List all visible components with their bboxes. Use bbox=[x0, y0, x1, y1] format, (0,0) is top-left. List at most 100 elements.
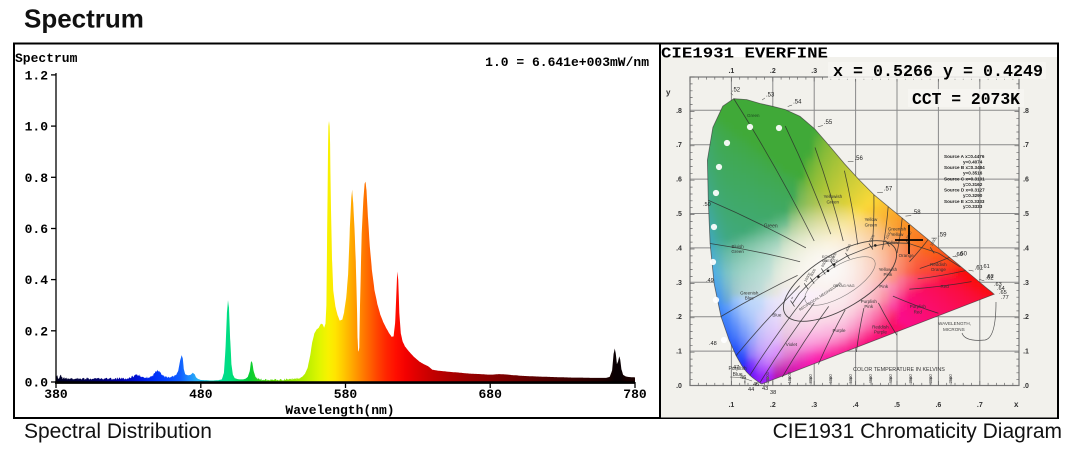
svg-text:.62: .62 bbox=[985, 275, 994, 281]
svg-text:Source A x=0.4476: Source A x=0.4476 bbox=[944, 154, 985, 159]
svg-text:.8: .8 bbox=[1023, 108, 1029, 115]
svg-text:Purplish: Purplish bbox=[861, 299, 878, 304]
svg-text:Green: Green bbox=[865, 222, 878, 227]
svg-text:.3: .3 bbox=[811, 68, 817, 75]
svg-text:44: 44 bbox=[748, 387, 754, 393]
svg-text:2500: 2500 bbox=[948, 374, 953, 384]
svg-text:Reddish: Reddish bbox=[930, 262, 947, 267]
svg-text:Spectrum: Spectrum bbox=[24, 4, 144, 34]
svg-text:.7: .7 bbox=[1023, 142, 1029, 149]
svg-text:1.0: 1.0 bbox=[25, 120, 49, 135]
svg-text:Green: Green bbox=[827, 199, 840, 204]
svg-text:CIE1931 EVERFINE: CIE1931 EVERFINE bbox=[661, 46, 828, 63]
svg-text:Orange: Orange bbox=[899, 253, 915, 258]
svg-text:0.8: 0.8 bbox=[25, 171, 49, 186]
svg-text:.5: .5 bbox=[676, 211, 682, 218]
svg-text:.1: .1 bbox=[728, 402, 734, 409]
svg-text:.50: .50 bbox=[703, 202, 711, 208]
svg-text:Spectral Distribution: Spectral Distribution bbox=[24, 420, 212, 443]
svg-text:Bluish: Bluish bbox=[731, 244, 744, 249]
svg-text:.3: .3 bbox=[676, 280, 682, 287]
svg-text:MICRONS: MICRONS bbox=[943, 327, 965, 332]
svg-text:780: 780 bbox=[623, 387, 647, 402]
svg-text:y=0.4074: y=0.4074 bbox=[963, 159, 983, 164]
svg-text:.55: .55 bbox=[824, 120, 833, 126]
svg-text:6000: 6000 bbox=[821, 259, 828, 268]
svg-text:.6: .6 bbox=[1023, 177, 1029, 184]
svg-text:0.6: 0.6 bbox=[25, 222, 49, 237]
svg-text:.60: .60 bbox=[955, 252, 963, 258]
svg-text:8000: 8000 bbox=[808, 374, 813, 384]
svg-text:580: 580 bbox=[334, 387, 358, 402]
svg-text:.54: .54 bbox=[793, 100, 802, 106]
svg-text:Pink: Pink bbox=[864, 304, 874, 309]
svg-text:Red: Red bbox=[914, 309, 923, 314]
svg-text:Blue: Blue bbox=[745, 296, 755, 301]
svg-text:Greenish: Greenish bbox=[740, 290, 759, 295]
svg-text:Yellow: Yellow bbox=[886, 240, 900, 245]
svg-text:.58: .58 bbox=[912, 210, 921, 216]
svg-text:Purplish: Purplish bbox=[729, 366, 747, 372]
svg-text:4500: 4500 bbox=[868, 374, 873, 384]
svg-text:.61: .61 bbox=[975, 266, 984, 272]
svg-text:1.2: 1.2 bbox=[25, 68, 49, 83]
svg-text:.49: .49 bbox=[706, 278, 714, 284]
svg-text:680: 680 bbox=[478, 387, 502, 402]
svg-text:CCT = 2073K: CCT = 2073K bbox=[912, 91, 1021, 110]
svg-text:0.4: 0.4 bbox=[25, 273, 49, 288]
svg-text:43: 43 bbox=[762, 386, 768, 392]
svg-text:.2: .2 bbox=[1023, 314, 1029, 321]
svg-text:380: 380 bbox=[44, 387, 68, 402]
svg-text:.64: .64 bbox=[997, 286, 1005, 292]
svg-text:0.0: 0.0 bbox=[25, 376, 49, 391]
svg-text:1.0 = 6.641e+003mW/nm: 1.0 = 6.641e+003mW/nm bbox=[485, 55, 649, 70]
svg-text:EQUAL: EQUAL bbox=[822, 255, 835, 259]
svg-text:Blue: Blue bbox=[733, 372, 743, 378]
svg-text:Violet: Violet bbox=[786, 342, 798, 347]
svg-text:Source B x=0.3484: Source B x=0.3484 bbox=[944, 165, 985, 170]
svg-text:38: 38 bbox=[770, 390, 776, 396]
svg-text:.57: .57 bbox=[884, 187, 893, 193]
svg-text:x: x bbox=[1014, 400, 1019, 409]
svg-text:3000: 3000 bbox=[928, 374, 933, 384]
svg-text:.59: .59 bbox=[938, 233, 947, 239]
svg-text:.1: .1 bbox=[676, 349, 682, 356]
svg-text:∞: ∞ bbox=[742, 381, 747, 384]
svg-text:Source C x=0.3101: Source C x=0.3101 bbox=[944, 176, 985, 181]
svg-text:.65: .65 bbox=[999, 290, 1007, 296]
svg-text:0.2: 0.2 bbox=[25, 324, 49, 339]
svg-text:.60: .60 bbox=[959, 251, 968, 257]
svg-text:y=0.3162: y=0.3162 bbox=[963, 182, 983, 187]
svg-text:.1: .1 bbox=[1023, 349, 1029, 356]
svg-text:.0: .0 bbox=[676, 383, 682, 390]
svg-text:Green: Green bbox=[764, 223, 778, 229]
svg-text:.2: .2 bbox=[770, 402, 776, 409]
svg-text:.0: .0 bbox=[1023, 383, 1029, 390]
svg-text:∞: ∞ bbox=[790, 296, 795, 301]
svg-text:Wavelength(nm): Wavelength(nm) bbox=[285, 403, 394, 418]
svg-text:5000: 5000 bbox=[830, 252, 837, 261]
svg-text:.4: .4 bbox=[853, 402, 859, 409]
svg-text:.1: .1 bbox=[728, 68, 734, 75]
svg-text:.77: .77 bbox=[1001, 295, 1009, 301]
svg-text:5000: 5000 bbox=[848, 374, 853, 384]
svg-text:x = 0.5266 y = 0.4249: x = 0.5266 y = 0.4249 bbox=[833, 63, 1043, 82]
svg-text:.6: .6 bbox=[935, 402, 941, 409]
svg-text:.3: .3 bbox=[1023, 280, 1029, 287]
svg-text:.7: .7 bbox=[676, 142, 682, 149]
svg-text:6000: 6000 bbox=[828, 374, 833, 384]
svg-text:Yellow: Yellow bbox=[864, 217, 878, 222]
svg-text:Orange: Orange bbox=[931, 267, 947, 272]
svg-text:10000: 10000 bbox=[787, 371, 792, 383]
svg-text:.2: .2 bbox=[676, 314, 682, 321]
svg-text:3500: 3500 bbox=[908, 374, 913, 384]
svg-text:.4: .4 bbox=[1023, 245, 1029, 252]
svg-text:47: 47 bbox=[733, 365, 739, 371]
svg-text:10000: 10000 bbox=[804, 272, 812, 283]
svg-text:.8: .8 bbox=[676, 108, 682, 115]
svg-text:Purple: Purple bbox=[832, 328, 846, 333]
svg-text:Yellow: Yellow bbox=[891, 232, 905, 237]
svg-text:Pink: Pink bbox=[879, 284, 889, 289]
svg-text:WAVELENGTH,: WAVELENGTH, bbox=[938, 321, 971, 326]
svg-text:.6: .6 bbox=[676, 177, 682, 184]
